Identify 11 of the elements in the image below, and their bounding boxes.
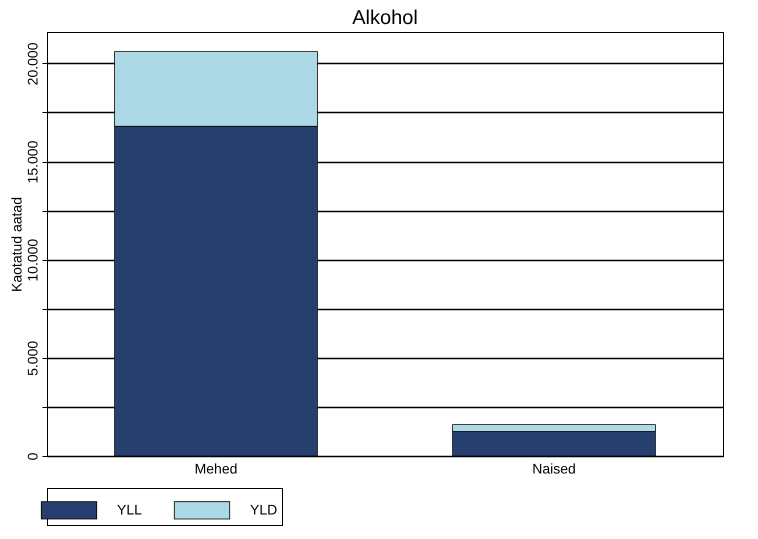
- y-tick-label: 20.000: [24, 42, 40, 86]
- chart-title: Alkohol: [352, 7, 418, 29]
- y-axis-title: Kaotatud aatad: [8, 197, 24, 292]
- y-tick-label: 15.000: [24, 140, 40, 184]
- x-tick-label: Naised: [532, 460, 576, 476]
- y-tick-label: 0: [24, 452, 40, 460]
- y-tick-label: 5.000: [24, 340, 40, 376]
- legend-label: YLD: [250, 501, 278, 518]
- x-tick-label: Mehed: [194, 460, 238, 476]
- y-tick-label: 10.000: [24, 238, 40, 282]
- legend-label: YLL: [117, 501, 142, 518]
